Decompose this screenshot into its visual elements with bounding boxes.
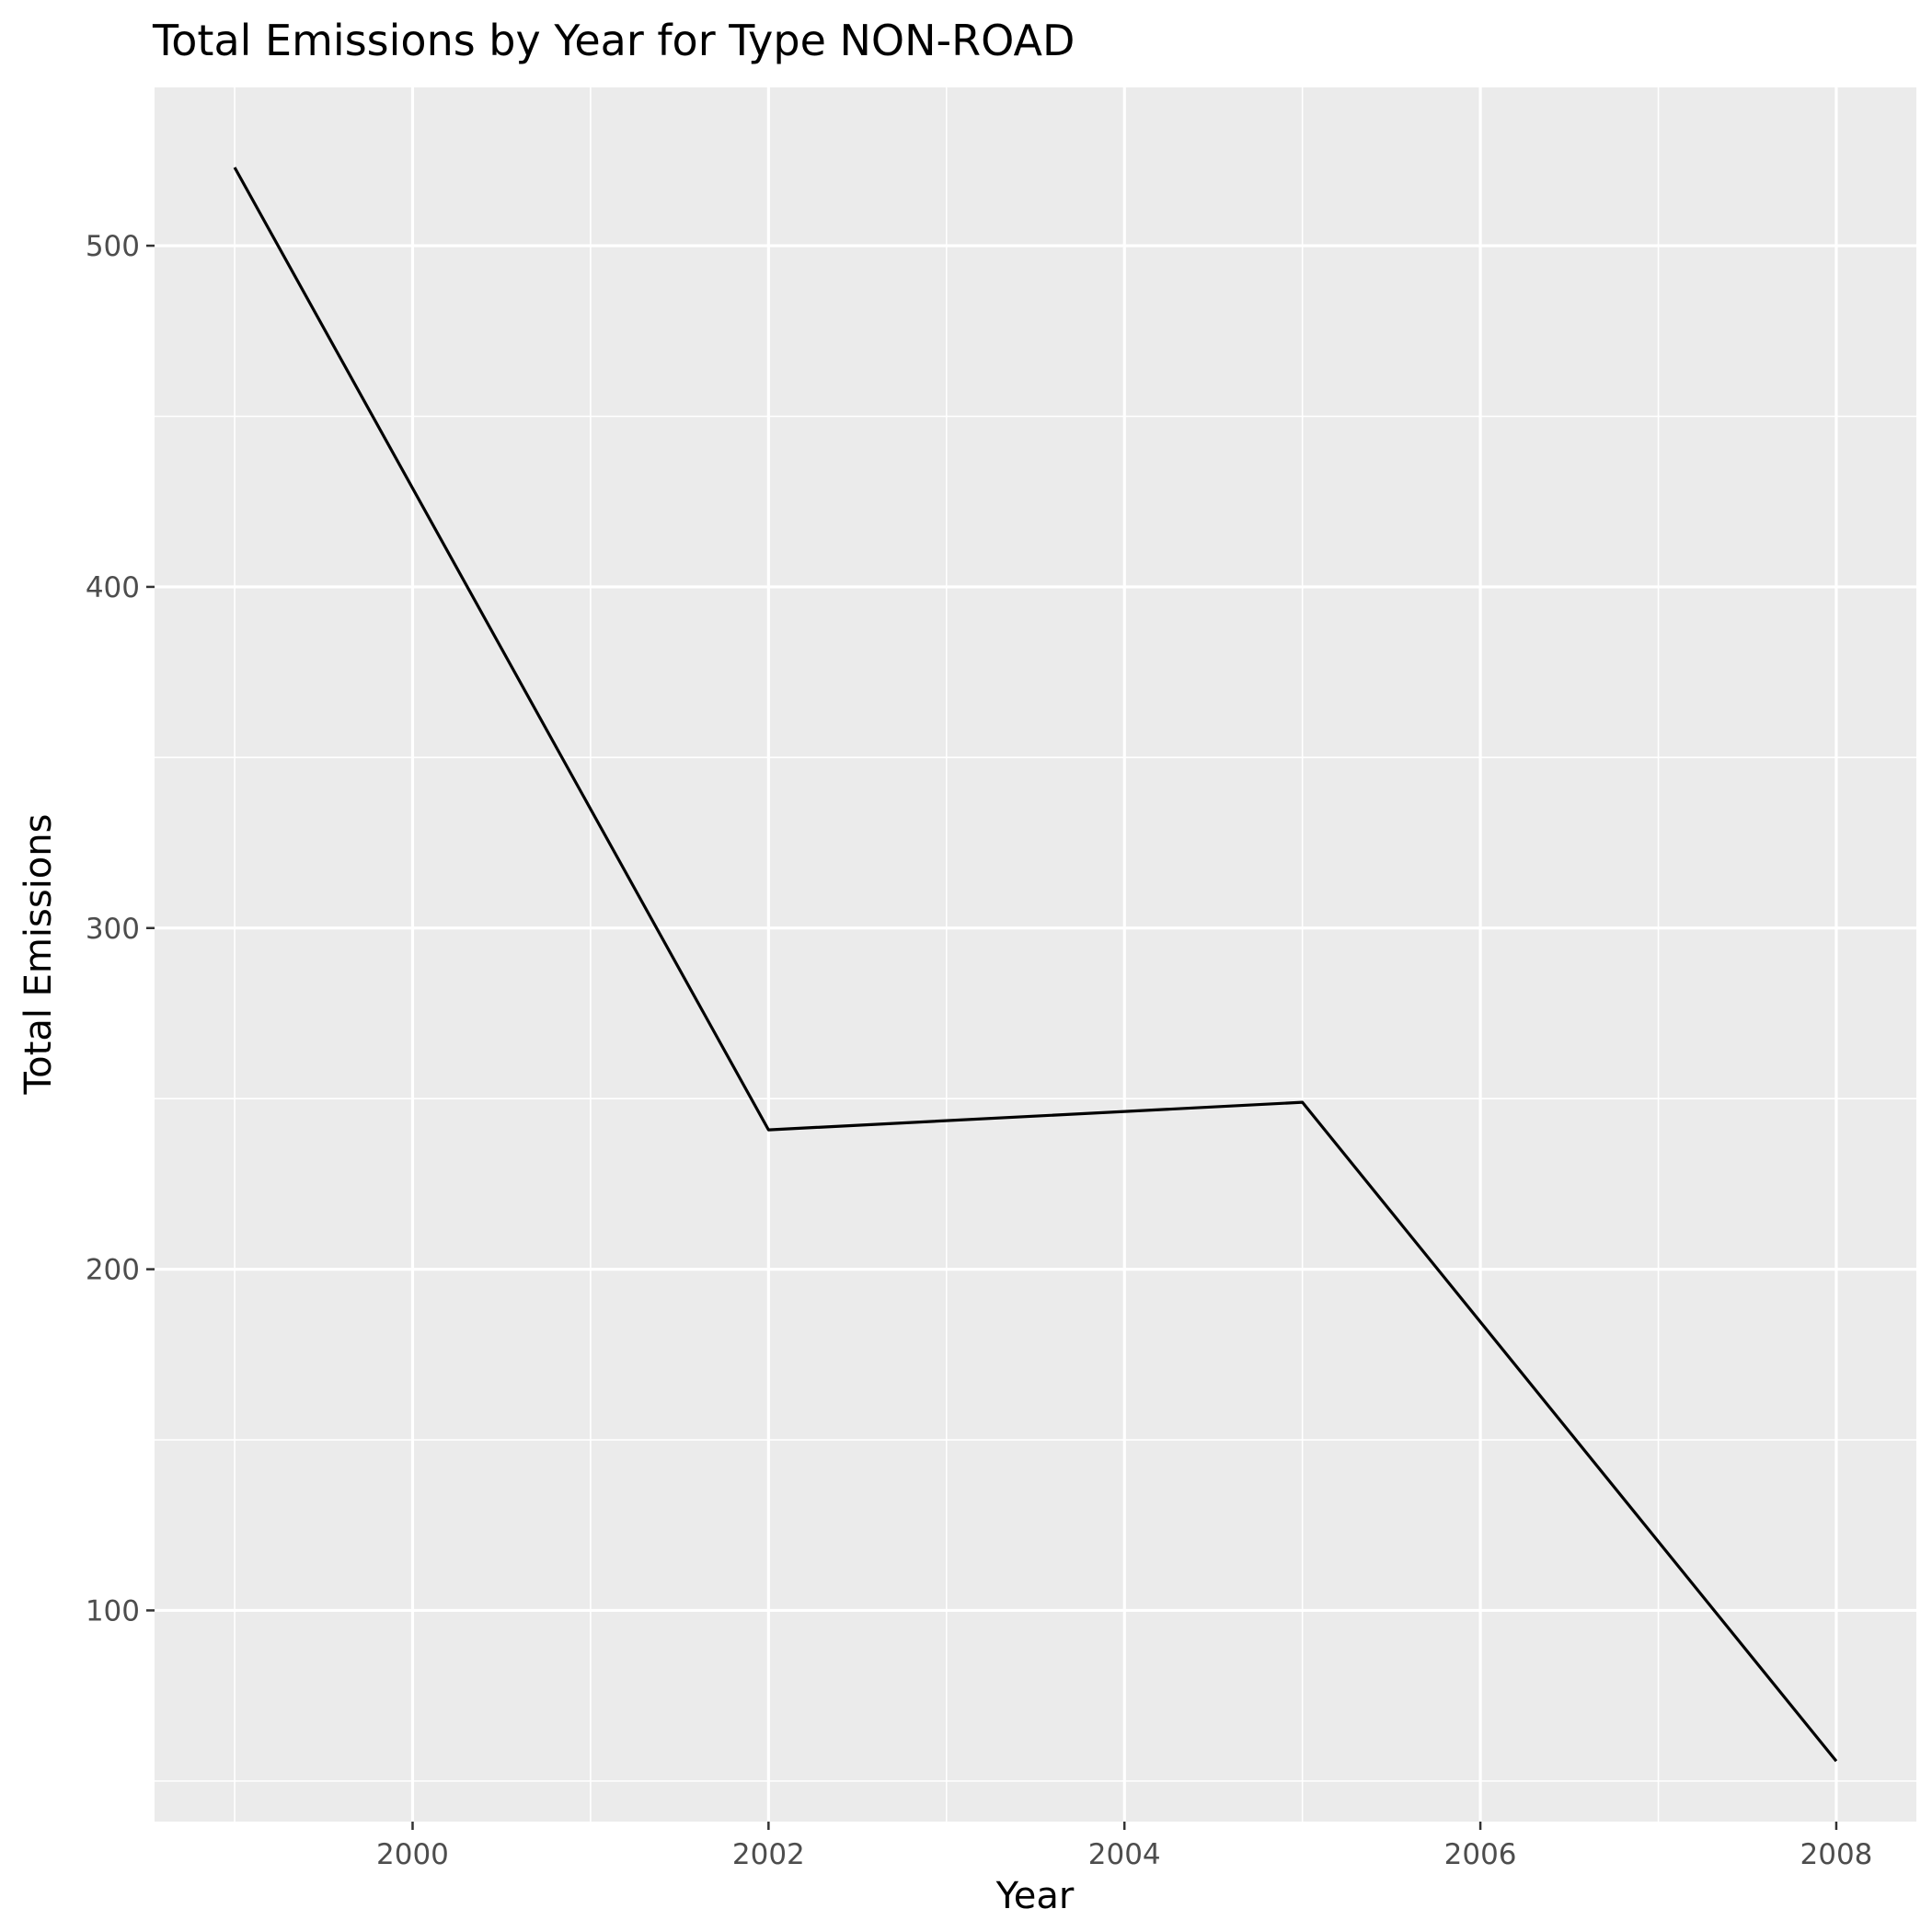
plot-panel xyxy=(155,87,1916,1822)
series-line-0 xyxy=(233,167,1838,1763)
y-tick-label: 200 xyxy=(86,1254,140,1287)
x-tick-label: 2004 xyxy=(1088,1838,1161,1871)
x-axis-ticks: 2000 2002 2004 2006 2008 xyxy=(376,1822,1872,1871)
x-tick-label: 2008 xyxy=(1800,1838,1873,1871)
series-layer xyxy=(233,167,1838,1763)
major-gridlines xyxy=(155,87,1916,1822)
x-tick-label: 2000 xyxy=(376,1838,449,1871)
chart-title: Total Emissions by Year for Type NON-ROA… xyxy=(152,16,1075,65)
y-tick-label: 100 xyxy=(86,1594,140,1627)
x-tick-label: 2002 xyxy=(732,1838,805,1871)
y-tick-label: 500 xyxy=(86,230,140,263)
y-axis-title: Total Emissions xyxy=(17,814,60,1096)
minor-gridlines xyxy=(155,87,1916,1822)
y-tick-label: 400 xyxy=(86,571,140,604)
y-axis-ticks: 100 200 300 400 500 xyxy=(86,230,155,1627)
y-tick-label: 300 xyxy=(86,913,140,946)
x-axis-title: Year xyxy=(995,1875,1075,1917)
x-tick-label: 2006 xyxy=(1444,1838,1517,1871)
